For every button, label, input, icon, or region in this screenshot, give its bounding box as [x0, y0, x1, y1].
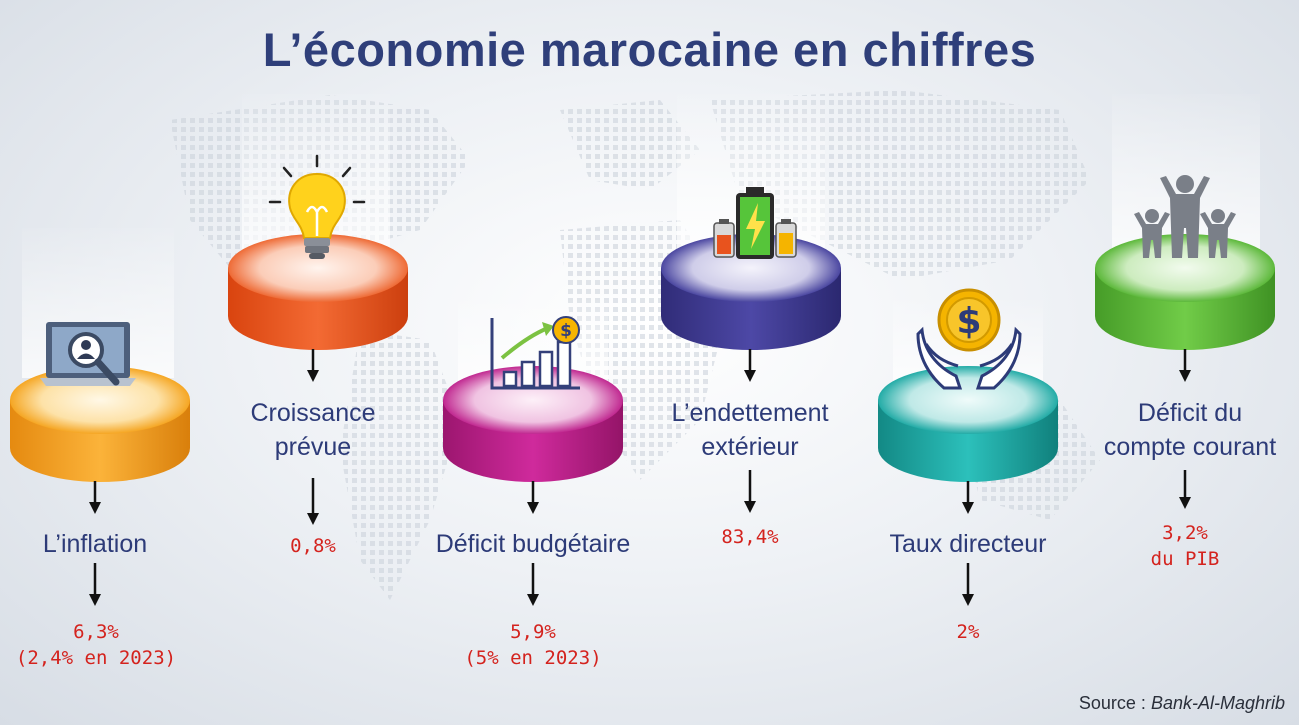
arrow-down-icon: [1179, 470, 1191, 509]
source-credit: Source : Bank-Al-Maghrib: [1079, 693, 1285, 714]
label-line: L’inflation: [42, 530, 148, 558]
arrow-down-icon: [307, 478, 319, 525]
label-croissance: Croissance prévue: [218, 396, 408, 464]
laptop-magnifier-icon: [40, 322, 136, 386]
arrow-down-icon: [1179, 349, 1191, 382]
arrow-down-icon: [89, 481, 101, 514]
value-line: (5% en 2023): [464, 647, 602, 669]
hands-dollar-coin-icon: $: [916, 288, 1022, 390]
source-name: Bank-Al-Maghrib: [1150, 693, 1285, 713]
source-prefix: Source :: [1078, 693, 1151, 713]
value-line: 0,8%: [290, 535, 336, 557]
growth-chart-dollar-icon: $: [490, 316, 580, 390]
label-line: Croissance: [250, 399, 376, 427]
svg-text:$: $: [560, 321, 572, 341]
value-line: 3,2%: [1162, 522, 1208, 544]
label-line: prévue: [274, 433, 352, 461]
disk-croissance: [228, 234, 408, 350]
label-line: compte courant: [1103, 433, 1277, 461]
arrow-down-icon: [744, 470, 756, 513]
arrow-down-icon: [744, 349, 756, 382]
disk-compte-courant: [1095, 234, 1275, 350]
value-endettement: 83,4%: [655, 524, 845, 550]
value-line: du PIB: [1150, 548, 1220, 570]
value-line: 6,3%: [73, 621, 119, 643]
arrow-down-icon: [527, 563, 539, 606]
label-taux-directeur: Taux directeur: [868, 527, 1068, 561]
label-endettement: L’endettement extérieur: [645, 396, 855, 464]
label-deficit-budgetaire: Déficit budgétaire: [408, 527, 658, 561]
svg-text:$: $: [956, 301, 981, 342]
batteries-icon: [713, 187, 797, 259]
arrow-down-icon: [962, 563, 974, 606]
value-line: 2%: [956, 621, 980, 643]
label-line: extérieur: [701, 433, 799, 461]
arrow-down-icon: [307, 349, 319, 382]
label-line: Déficit budgétaire: [435, 530, 631, 558]
disk-taux-directeur: [878, 366, 1058, 482]
value-compte-courant: 3,2% du PIB: [1090, 520, 1280, 572]
arrow-down-icon: [89, 563, 101, 606]
value-line: 5,9%: [510, 621, 556, 643]
label-line: Taux directeur: [889, 530, 1047, 558]
light-bulb-icon: [268, 154, 366, 259]
people-family-icon: [1134, 175, 1236, 258]
value-line: (2,4% en 2023): [15, 647, 177, 669]
arrow-down-icon: [962, 481, 974, 514]
label-inflation: L’inflation: [0, 527, 190, 561]
label-line: Déficit du: [1137, 399, 1243, 427]
value-deficit-budgetaire: 5,9% (5% en 2023): [436, 619, 630, 671]
value-croissance: 0,8%: [218, 533, 408, 559]
value-inflation: 6,3% (2,4% en 2023): [0, 619, 192, 671]
label-compte-courant: Déficit du compte courant: [1085, 396, 1295, 464]
disk-deficit-budgetaire: [443, 366, 623, 482]
label-line: L’endettement: [671, 399, 829, 427]
value-taux-directeur: 2%: [873, 619, 1063, 645]
arrow-down-icon: [527, 481, 539, 514]
value-line: 83,4%: [721, 526, 779, 548]
page-title: L’économie marocaine en chiffres: [262, 23, 1037, 76]
